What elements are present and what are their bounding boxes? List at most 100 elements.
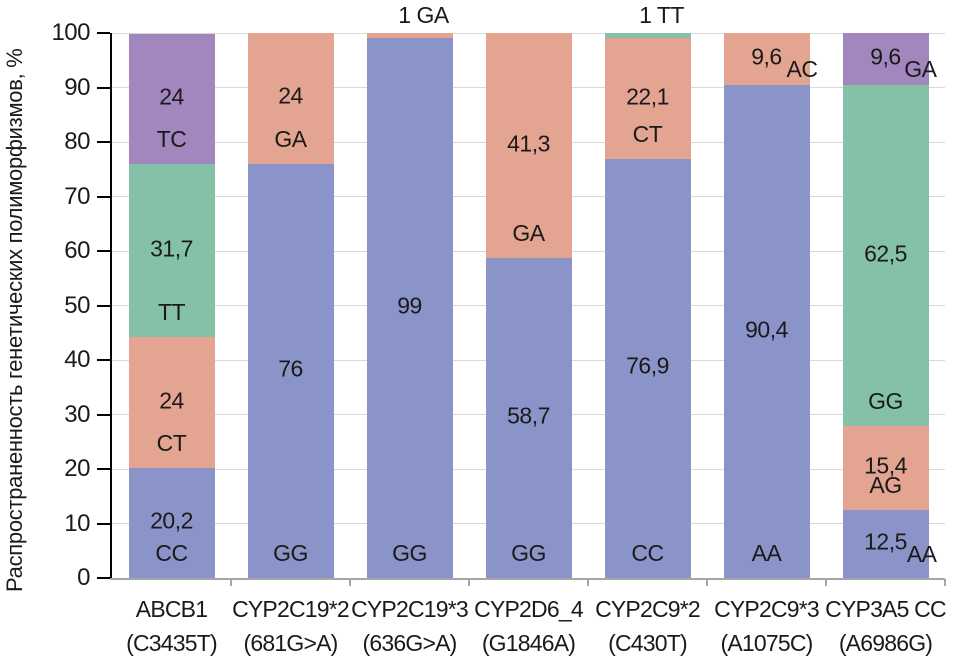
segment-genotype-label: GG [273, 540, 308, 566]
x-axis-tick [349, 579, 351, 586]
y-axis-tick [97, 577, 110, 579]
y-axis-tick-label: 100 [51, 19, 90, 46]
bar-segment: 76 GG [247, 163, 334, 578]
segment-value-label: 31,7 [150, 235, 193, 262]
segment-value-label: 12,5 [864, 528, 907, 555]
y-axis-tick-label: 70 [64, 182, 90, 210]
segment-value-label: 24 [159, 386, 184, 413]
bar-segment: 20,2 CC [128, 467, 215, 578]
segment-genotype-label: GG [511, 540, 546, 566]
bar: 99 GG [366, 33, 453, 578]
category-variant: (636G>A) [362, 630, 458, 656]
segment-value-label: 90,4 [745, 316, 788, 343]
y-axis-tick-label: 10 [64, 509, 90, 537]
segment-value-label: 9,6 [870, 43, 901, 70]
x-axis-category-label: CYP2C19*2 (681G>A) [221, 592, 360, 660]
segment-genotype-label: AG [869, 471, 902, 498]
y-axis-tick-label: 50 [64, 291, 90, 319]
y-axis-tick [97, 468, 110, 470]
bar-segment: 62,5 GG [842, 85, 929, 426]
category-variant: (A6986G) [838, 630, 933, 656]
bar-segment: 41,3 GA [485, 33, 572, 259]
bar-segment: 76,9 CC [604, 158, 691, 578]
bar-segment [604, 33, 691, 39]
above-bar-annotation: 1 GA [398, 2, 449, 28]
category-variant: (C3435T) [126, 630, 218, 656]
bar-segment: 58,7 GG [485, 258, 572, 578]
segment-genotype-label: TT [157, 299, 186, 326]
y-axis-tick [97, 32, 110, 34]
y-axis-tick [97, 195, 110, 198]
x-axis-category-label: CYP2C9*3 (A1075C) [697, 592, 836, 660]
x-axis-line [110, 578, 945, 580]
bar-segment: 24 GA [247, 33, 334, 164]
bar-segment: 22,1 CT [604, 38, 691, 159]
x-axis-tick [230, 579, 232, 586]
bar-segment: 31,7 TT [128, 164, 215, 338]
segment-genotype-label: AA [906, 540, 937, 567]
y-axis-tick [97, 141, 110, 143]
x-axis-category-label: CYP2D6_4 (G1846A) [459, 592, 598, 660]
segment-value-label: 24 [278, 82, 303, 109]
segment-genotype-label: CC [631, 540, 664, 566]
category-name: CYP2C9*3 [714, 596, 820, 622]
bar-segment: 24 TC [128, 33, 215, 165]
x-axis-category-label: CYP2C19*3 (636G>A) [340, 592, 479, 660]
category-name: CYP2C19*3 [351, 596, 469, 622]
segment-genotype-label: CT [156, 429, 187, 456]
segment-value-label: 99 [397, 292, 422, 319]
bar: 20,2 CC 24 CT 31,7 TT 24 TC [128, 33, 215, 578]
segment-genotype-label: AA [751, 540, 782, 566]
bar: 76 GG 24 GA [247, 33, 334, 578]
y-axis-tick [97, 304, 110, 307]
segment-genotype-label: CT [632, 120, 663, 147]
x-axis-tick [944, 579, 946, 586]
y-axis-tick [97, 359, 110, 361]
segment-value-label: 15,4 [864, 452, 907, 479]
segment-value-label: 76 [278, 355, 303, 382]
x-axis-tick [825, 579, 827, 586]
category-name: CYP2D6_4 [474, 596, 583, 622]
bar-segment [366, 33, 453, 39]
category-variant: (G1846A) [481, 630, 576, 656]
y-axis-tick [97, 413, 110, 416]
bar-segment: 9,6 AC [723, 33, 818, 86]
segment-genotype-label: GG [392, 540, 427, 566]
bar-segment: 24 CT [128, 337, 215, 468]
category-name: CYP2C9*2 [595, 596, 701, 622]
y-axis-tick-label: 90 [64, 73, 90, 101]
segment-value-label: 9,6 [751, 43, 782, 70]
x-axis-tick [706, 579, 708, 586]
segment-value-label: 24 [159, 83, 184, 110]
category-variant: (C430T) [608, 630, 688, 656]
x-axis-category-label: CYP2C9*2 (C430T) [578, 592, 717, 660]
y-axis-tick-label: 20 [64, 455, 90, 482]
segment-value-label: 76,9 [626, 352, 669, 379]
category-name: CYP2C19*2 [232, 596, 350, 622]
segment-genotype-label: GA [512, 220, 545, 247]
category-name: CYP3A5 CC [825, 596, 946, 622]
segment-value-label: 62,5 [864, 240, 907, 267]
bar: 12,5 AA 15,4 AG 62,5 GG 9,6 GA [842, 33, 937, 578]
x-axis-tick [468, 579, 470, 586]
bar: 58,7 GG 41,3 GA [485, 33, 572, 578]
y-axis-tick-label: 60 [64, 237, 90, 264]
y-axis-tick [97, 522, 110, 525]
x-axis-category-label: ABCB1 (C3435T) [102, 592, 241, 660]
segment-genotype-label: AC [786, 56, 818, 83]
segment-value-label: 20,2 [150, 507, 193, 534]
x-axis-category-label: CYP3A5 CC (A6986G) [816, 592, 955, 660]
gridline [112, 32, 945, 34]
bar-segment: 99 GG [366, 38, 453, 578]
y-axis-tick-label: 30 [64, 400, 90, 428]
bar-segment: 15,4 AG [842, 425, 929, 510]
segment-genotype-label: CC [155, 540, 188, 566]
y-axis-tick-label: 80 [64, 128, 90, 155]
segment-value-label: 58,7 [507, 402, 550, 429]
bar-segment: 90,4 AA [723, 85, 810, 578]
bar: 90,4 AA 9,6 AC [723, 33, 818, 578]
y-axis-tick-label: 40 [64, 346, 90, 373]
segment-genotype-label: TC [156, 126, 187, 153]
segment-genotype-label: GG [868, 387, 903, 414]
